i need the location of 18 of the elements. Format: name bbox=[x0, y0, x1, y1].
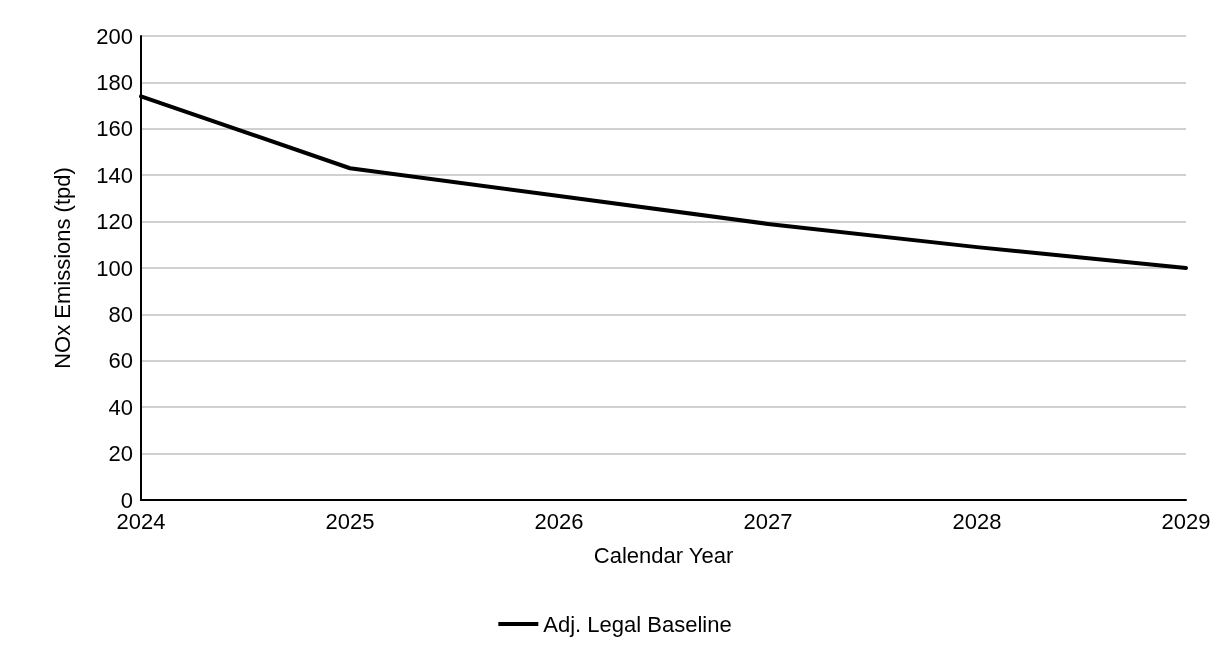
y-tick-label: 20 bbox=[108, 441, 133, 467]
y-tick-label: 60 bbox=[108, 348, 133, 374]
x-axis-title: Calendar Year bbox=[593, 542, 734, 568]
y-tick-label: 200 bbox=[96, 23, 133, 49]
y-tick-label: 120 bbox=[96, 209, 133, 235]
y-axis-title: NOx Emissions (tpd) bbox=[49, 167, 75, 369]
y-tick-label: 160 bbox=[96, 116, 133, 142]
x-tick-label: 2026 bbox=[534, 508, 584, 534]
y-tick-label: 80 bbox=[108, 301, 133, 327]
x-tick-label: 2029 bbox=[1161, 508, 1211, 534]
legend-label: Adj. Legal Baseline bbox=[543, 611, 732, 637]
x-tick-label: 2028 bbox=[952, 508, 1002, 534]
y-tick-label: 40 bbox=[108, 394, 133, 420]
y-tick-label: 140 bbox=[96, 162, 133, 188]
x-tick-label: 2025 bbox=[325, 508, 375, 534]
x-tick-label: 2027 bbox=[743, 508, 793, 534]
y-tick-label: 100 bbox=[96, 255, 133, 281]
y-tick-label: 180 bbox=[96, 69, 133, 95]
